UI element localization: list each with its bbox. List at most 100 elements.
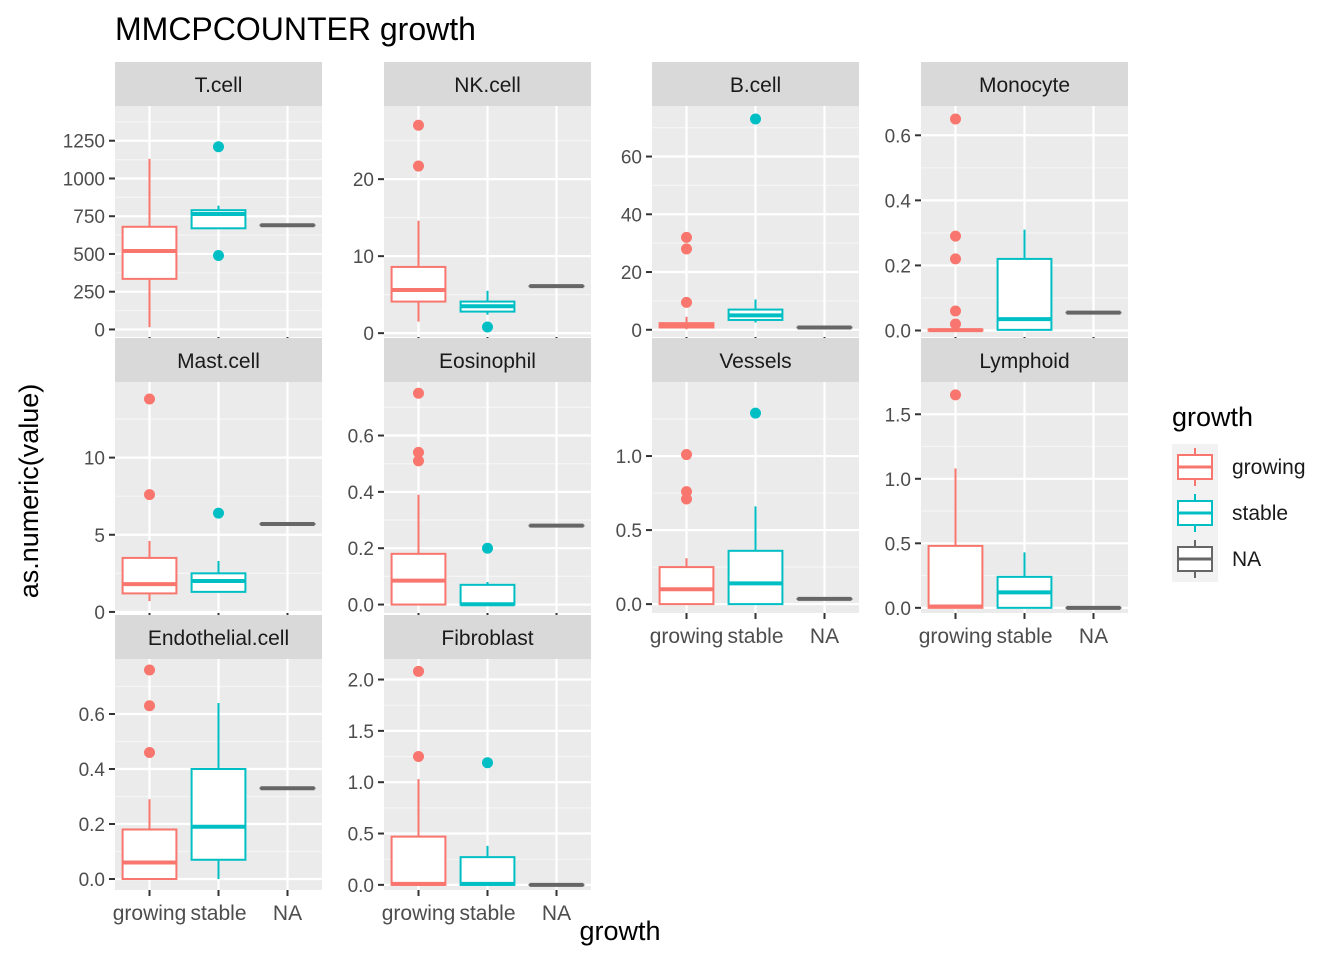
strip-label-monocyte: Monocyte <box>979 74 1070 97</box>
y-tick-label: 0 <box>363 324 374 345</box>
outlier-point <box>413 119 424 131</box>
strip-b-cell <box>652 62 859 106</box>
x-tick-label-na: NA <box>273 902 302 925</box>
box-growing <box>390 119 447 322</box>
strip-label-b-cell: B.cell <box>730 74 781 97</box>
y-tick-label: 0.2 <box>885 256 911 277</box>
legend-label-stable: stable <box>1232 502 1288 525</box>
facet-panels: T.cell025050075010001250NK.cell01020B.ce… <box>63 62 1128 925</box>
panel-monocyte: Monocyte 0.0 0.2 0.4 0.6 <box>885 62 1128 343</box>
y-tick-label: 0.4 <box>885 191 912 212</box>
outlier-point <box>144 664 155 676</box>
strip-label-nk-cell: NK.cell <box>454 74 521 97</box>
panel-eosinophil: Eosinophil 0.0 0.2 0.4 0.6 <box>348 338 591 619</box>
outlier-point <box>144 393 155 405</box>
strip-label-t-cell: T.cell <box>195 74 243 97</box>
y-tick-label: 0.4 <box>348 483 375 504</box>
legend-title: growth <box>1172 402 1253 432</box>
y-tick-label: 0 <box>94 603 105 624</box>
outlier-point <box>413 665 424 677</box>
outlier-point <box>950 253 961 265</box>
outlier-point <box>950 305 961 317</box>
box-growing <box>121 393 178 602</box>
x-tick-label-stable: stable <box>190 902 246 925</box>
legend-label-growing: growing <box>1232 456 1306 479</box>
x-tick-label-growing: growing <box>382 902 456 925</box>
x-tick-label-stable: stable <box>727 625 783 648</box>
y-tick-label: 0.0 <box>885 599 911 620</box>
outlier-point <box>482 542 493 554</box>
iqr-box <box>459 856 516 886</box>
x-tick-label-growing: growing <box>919 625 993 648</box>
strip-label-fibroblast: Fibroblast <box>441 627 533 650</box>
box-stable <box>190 703 247 879</box>
y-tick-label: 0.4 <box>79 760 106 781</box>
y-tick-label: 0.2 <box>348 539 374 560</box>
box-growing <box>927 113 984 333</box>
x-tick-label-stable: stable <box>459 902 515 925</box>
y-tick-label: 750 <box>73 207 105 228</box>
y-tick-label: 20 <box>621 263 642 284</box>
y-tick-label: 250 <box>73 283 105 304</box>
x-tick-label-growing: growing <box>113 902 187 925</box>
legend-item-stable: stable <box>1172 490 1288 536</box>
outlier-point <box>213 249 224 261</box>
outlier-point <box>413 387 424 399</box>
panel-b-cell: B.cell 0 20 40 60 <box>621 62 859 343</box>
box-growing <box>390 387 447 606</box>
outlier-point <box>144 747 155 758</box>
strip-label-eosinophil: Eosinophil <box>439 350 536 373</box>
box-growing <box>927 389 984 609</box>
y-tick-label: 0.5 <box>885 534 911 555</box>
outlier-point <box>950 318 961 330</box>
outlier-point <box>413 446 424 458</box>
outlier-point <box>681 231 692 243</box>
box-stable <box>996 552 1053 609</box>
strip-nk-cell <box>384 62 591 106</box>
x-tick-label-na: NA <box>1079 625 1108 648</box>
y-tick-label: 0 <box>631 321 642 342</box>
outlier-point <box>413 160 424 172</box>
outlier-point <box>950 389 961 401</box>
outlier-point <box>482 321 493 333</box>
y-tick-label: 0.0 <box>348 596 374 617</box>
y-tick-label: 40 <box>621 205 642 226</box>
y-tick-label: 0.5 <box>348 825 374 846</box>
outlier-point <box>681 493 692 505</box>
iqr-box <box>390 265 447 303</box>
outlier-point <box>213 141 224 153</box>
box-stable <box>996 229 1053 331</box>
outlier-point <box>681 296 692 308</box>
iqr-box <box>121 828 178 880</box>
box-growing <box>658 231 715 330</box>
y-tick-label: 10 <box>84 449 105 470</box>
strip-mast-cell <box>115 338 322 382</box>
y-tick-label: 0 <box>94 320 105 341</box>
outlier-point <box>750 407 761 419</box>
y-tick-label: 1.0 <box>616 447 642 468</box>
strip-eosinophil <box>384 338 591 382</box>
y-tick-label: 1000 <box>63 169 105 190</box>
chart-title: MMCPCOUNTER growth <box>115 11 476 47</box>
iqr-box <box>190 768 247 861</box>
y-tick-label: 0.0 <box>616 595 642 616</box>
strip-fibroblast <box>384 615 591 659</box>
box-stable <box>459 757 516 886</box>
iqr-box <box>727 549 784 606</box>
box-growing <box>121 664 178 880</box>
panel-vessels: Vessels 0.0 0.5 1.0 growing stable NA <box>616 338 859 648</box>
y-axis-title: as.numeric(value) <box>14 384 44 599</box>
box-stable <box>727 407 784 606</box>
strip-t-cell <box>115 62 322 106</box>
strip-label-endothelial-cell: Endothelial.cell <box>148 627 289 650</box>
outlier-point <box>144 489 155 501</box>
box-growing <box>658 449 715 606</box>
box-stable <box>190 507 247 593</box>
panel-endothelial-cell: Endothelial.cell 0.0 0.2 0.4 0.6 growing stabl… <box>79 615 322 925</box>
box-growing <box>121 158 178 328</box>
y-tick-label: 1250 <box>63 132 105 153</box>
outlier-point <box>213 507 224 519</box>
panel-mast-cell: Mast.cell 0 5 10 <box>84 338 322 624</box>
box-stable <box>459 290 516 333</box>
legend-label-na: NA <box>1232 548 1261 571</box>
